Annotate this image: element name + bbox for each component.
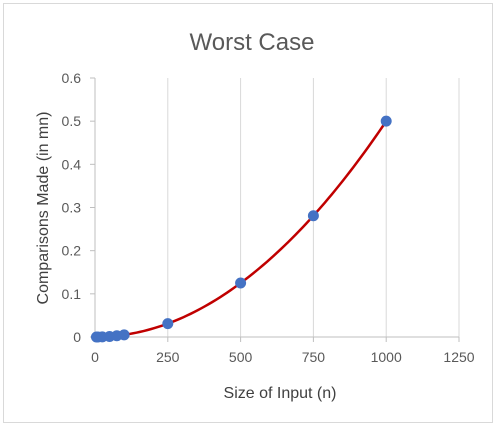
y-tick-label: 0.6 bbox=[62, 70, 82, 86]
y-tick-label: 0.3 bbox=[62, 200, 82, 216]
trend-line bbox=[96, 120, 388, 339]
x-tick-label: 0 bbox=[91, 349, 99, 365]
chart-area: Worst Case 0 250 500 750 1000 1250 0 0.1 0.2 0.3 0… bbox=[3, 3, 493, 423]
x-tick-label: 750 bbox=[302, 349, 326, 365]
data-point bbox=[380, 115, 392, 127]
data-series bbox=[90, 115, 392, 343]
y-tick-label: 0.5 bbox=[62, 113, 82, 129]
axes bbox=[90, 77, 460, 342]
worst-case-chart: Worst Case 0 250 500 750 1000 125000.10.20.30… bbox=[35, 29, 475, 402]
y-tick-label: 0 bbox=[73, 329, 81, 345]
y-axis-title: Comparisons Made (in mn) bbox=[35, 112, 52, 305]
data-point bbox=[307, 210, 319, 222]
tick-labels: 0 250 500 750 1000 1250 0 0.1 0.2 0.3 0.4 0.5 0.6 bbox=[62, 70, 475, 365]
y-tick-label: 0.4 bbox=[62, 156, 82, 172]
chart-title: Worst Case bbox=[190, 29, 315, 56]
x-tick-label: 250 bbox=[156, 349, 180, 365]
data-point bbox=[162, 318, 174, 330]
y-tick-label: 0.1 bbox=[62, 286, 82, 302]
y-tick-label: 0.2 bbox=[62, 243, 82, 259]
x-tick-label: 1000 bbox=[371, 349, 402, 365]
x-tick-label: 500 bbox=[229, 349, 253, 365]
gridlines bbox=[167, 78, 460, 337]
data-point bbox=[118, 329, 130, 341]
data-point bbox=[235, 277, 247, 289]
x-axis-title: Size of Input (n) bbox=[224, 385, 337, 402]
x-tick-label: 1250 bbox=[443, 349, 474, 365]
